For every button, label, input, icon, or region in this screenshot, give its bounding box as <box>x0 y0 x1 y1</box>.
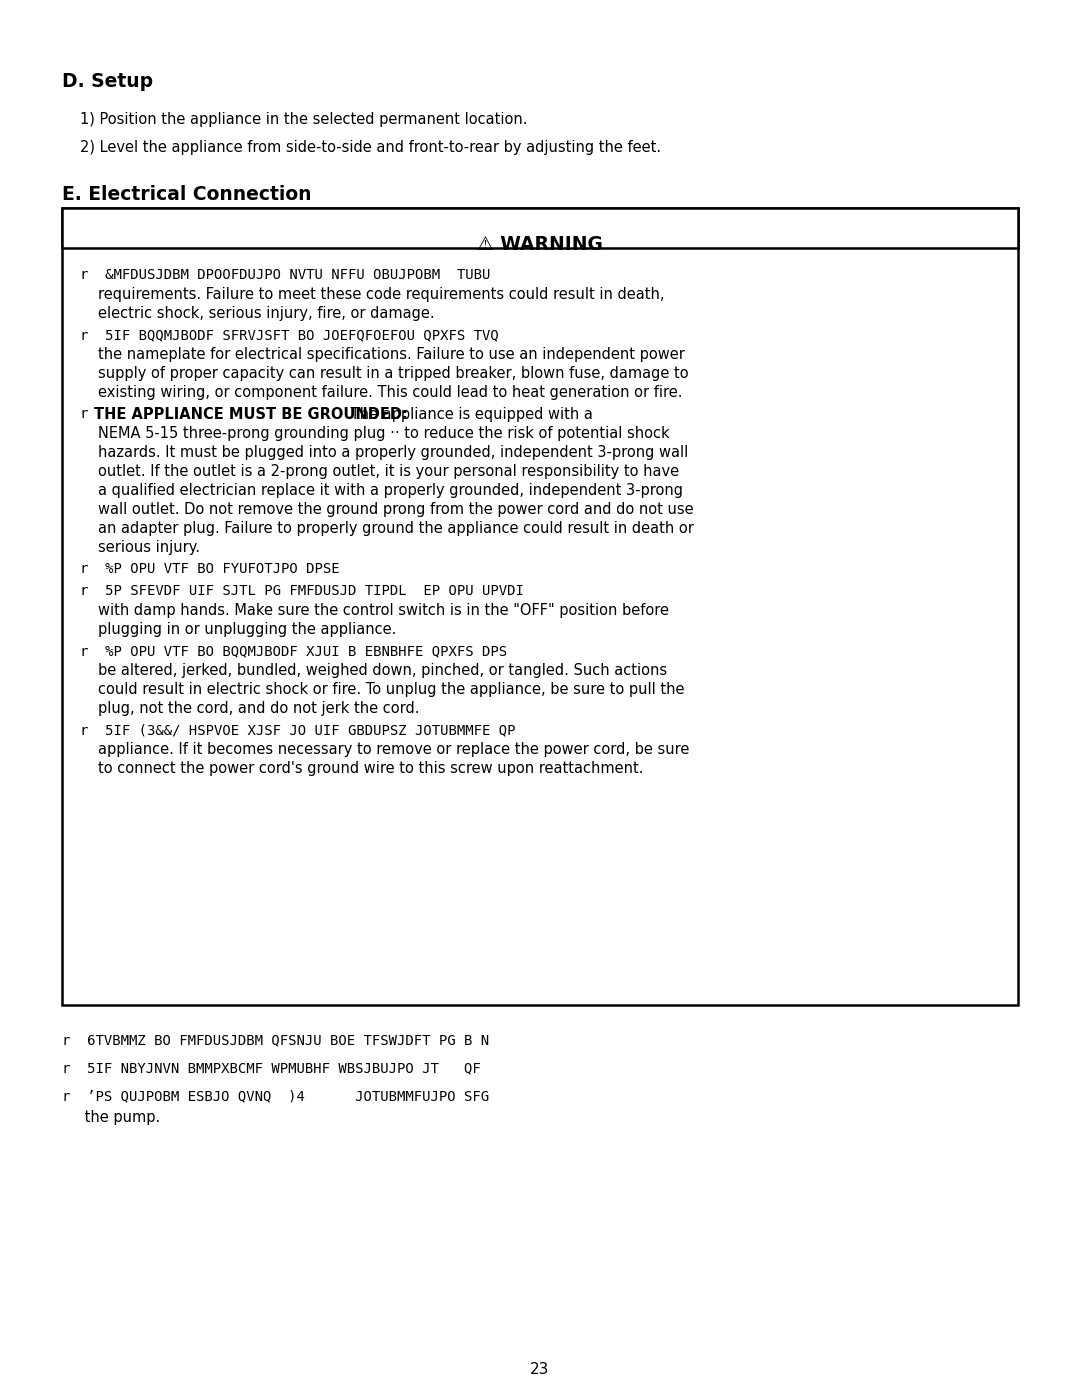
Text: serious injury.: serious injury. <box>98 541 200 555</box>
Text: could result in electric shock or fire. To unplug the appliance, be sure to pull: could result in electric shock or fire. … <box>98 682 685 697</box>
Text: the pump.: the pump. <box>80 1111 160 1125</box>
Text: E. Electrical Connection: E. Electrical Connection <box>62 184 311 204</box>
Text: 23: 23 <box>530 1362 550 1377</box>
Bar <box>62 208 1018 1004</box>
Text: supply of proper capacity can result in a tripped breaker, blown fuse, damage to: supply of proper capacity can result in … <box>98 366 689 381</box>
Text: an adapter plug. Failure to properly ground the appliance could result in death : an adapter plug. Failure to properly gro… <box>98 521 693 536</box>
Text: r  5IF NBYJNVN BMMPXBCMF WPMUBHF WBSJBUJPO JT   QF: r 5IF NBYJNVN BMMPXBCMF WPMUBHF WBSJBUJP… <box>62 1060 481 1076</box>
Text: NEMA 5-15 three-prong grounding plug ·· to reduce the risk of potential shock: NEMA 5-15 three-prong grounding plug ·· … <box>98 426 670 441</box>
Text: appliance. If it becomes necessary to remove or replace the power cord, be sure: appliance. If it becomes necessary to re… <box>98 742 689 757</box>
Text: THE APPLIANCE MUST BE GROUNDED:: THE APPLIANCE MUST BE GROUNDED: <box>94 407 408 422</box>
Text: r  &MFDUSJDBM DPOOFDUJPO NVTU NFFU OBUJPOBM  TUBU: r &MFDUSJDBM DPOOFDUJPO NVTU NFFU OBUJPO… <box>80 268 490 282</box>
Text: ⚠ WARNING: ⚠ WARNING <box>477 235 603 254</box>
Bar <box>62 208 1018 249</box>
Text: a qualified electrician replace it with a properly grounded, independent 3-prong: a qualified electrician replace it with … <box>98 483 683 497</box>
Text: plugging in or unplugging the appliance.: plugging in or unplugging the appliance. <box>98 622 396 637</box>
Text: outlet. If the outlet is a 2-prong outlet, it is your personal responsibility to: outlet. If the outlet is a 2-prong outle… <box>98 464 679 479</box>
Text: electric shock, serious injury, fire, or damage.: electric shock, serious injury, fire, or… <box>98 306 434 321</box>
Text: wall outlet. Do not remove the ground prong from the power cord and do not use: wall outlet. Do not remove the ground pr… <box>98 502 693 517</box>
Text: plug, not the cord, and do not jerk the cord.: plug, not the cord, and do not jerk the … <box>98 701 419 717</box>
Text: with damp hands. Make sure the control switch is in the "OFF" position before: with damp hands. Make sure the control s… <box>98 604 669 617</box>
Text: r  ’PS QUJPOBM ESBJO QVNQ  )4      JOTUBMMFUJPO SFG: r ’PS QUJPOBM ESBJO QVNQ )4 JOTUBMMFUJPO… <box>62 1090 489 1104</box>
Text: the nameplate for electrical specifications. Failure to use an independent power: the nameplate for electrical specificati… <box>98 346 685 362</box>
Text: D. Setup: D. Setup <box>62 73 153 91</box>
Text: be altered, jerked, bundled, weighed down, pinched, or tangled. Such actions: be altered, jerked, bundled, weighed dow… <box>98 664 667 678</box>
Text: to connect the power cord's ground wire to this screw upon reattachment.: to connect the power cord's ground wire … <box>98 761 644 775</box>
Text: r  5IF (3&&/ HSPVOE XJSF JO UIF GBDUPSZ JOTUBMMFE QP: r 5IF (3&&/ HSPVOE XJSF JO UIF GBDUPSZ J… <box>80 724 515 738</box>
Text: r: r <box>80 407 89 420</box>
Text: r  %P OPU VTF BO FYUFOTJPO DPSE: r %P OPU VTF BO FYUFOTJPO DPSE <box>80 562 339 576</box>
Text: r  5IF BQQMJBODF SFRVJSFT BO JOEFQFOEFOU QPXFS TVQ: r 5IF BQQMJBODF SFRVJSFT BO JOEFQFOEFOU … <box>80 328 499 342</box>
Text: requirements. Failure to meet these code requirements could result in death,: requirements. Failure to meet these code… <box>98 286 664 302</box>
Text: 2) Level the appliance from side-to-side and front-to-rear by adjusting the feet: 2) Level the appliance from side-to-side… <box>80 140 661 155</box>
Text: hazards. It must be plugged into a properly grounded, independent 3-prong wall: hazards. It must be plugged into a prope… <box>98 446 688 460</box>
Text: 1) Position the appliance in the selected permanent location.: 1) Position the appliance in the selecte… <box>80 112 527 127</box>
Text: The appliance is equipped with a: The appliance is equipped with a <box>346 407 593 422</box>
Text: r  5P SFEVDF UIF SJTL PG FMFDUSJD TIPDL  EP OPU UPVDI: r 5P SFEVDF UIF SJTL PG FMFDUSJD TIPDL E… <box>80 584 524 598</box>
Text: r  6TVBMMZ BO FMFDUSJDBM QFSNJU BOE TFSWJDFT PG B N: r 6TVBMMZ BO FMFDUSJDBM QFSNJU BOE TFSWJ… <box>62 1032 489 1046</box>
Text: r  %P OPU VTF BO BQQMJBODF XJUI B EBNBHFE QPXFS DPS: r %P OPU VTF BO BQQMJBODF XJUI B EBNBHFE… <box>80 644 508 658</box>
Text: existing wiring, or component failure. This could lead to heat generation or fir: existing wiring, or component failure. T… <box>98 386 683 400</box>
